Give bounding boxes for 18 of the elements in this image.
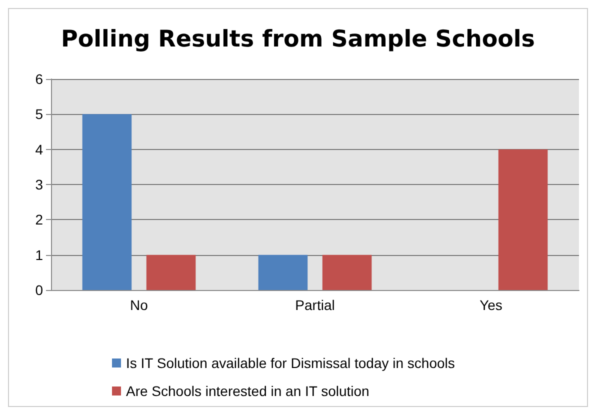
bar [82,114,132,290]
y-tick-label: 5 [35,106,44,122]
y-tick-label: 2 [35,212,44,228]
y-tick-label: 6 [35,71,44,87]
x-tick-label: Yes [480,297,502,313]
bar [322,254,372,290]
y-tick-label: 0 [35,282,44,298]
chart-title: Polling Results from Sample Schools [61,26,535,52]
y-tick-label: 4 [35,141,44,158]
legend-label: Is IT Solution available for Dismissal today in schools [126,355,455,371]
x-tick-label: No [130,297,148,313]
legend-label: Are Schools interested in an IT solution [126,383,370,399]
y-tick-label: 3 [35,176,44,192]
x-tick-label: Partial [295,297,335,313]
y-tick-label: 1 [35,246,44,263]
bar [258,254,308,290]
bar [498,149,548,290]
bar [146,254,196,290]
